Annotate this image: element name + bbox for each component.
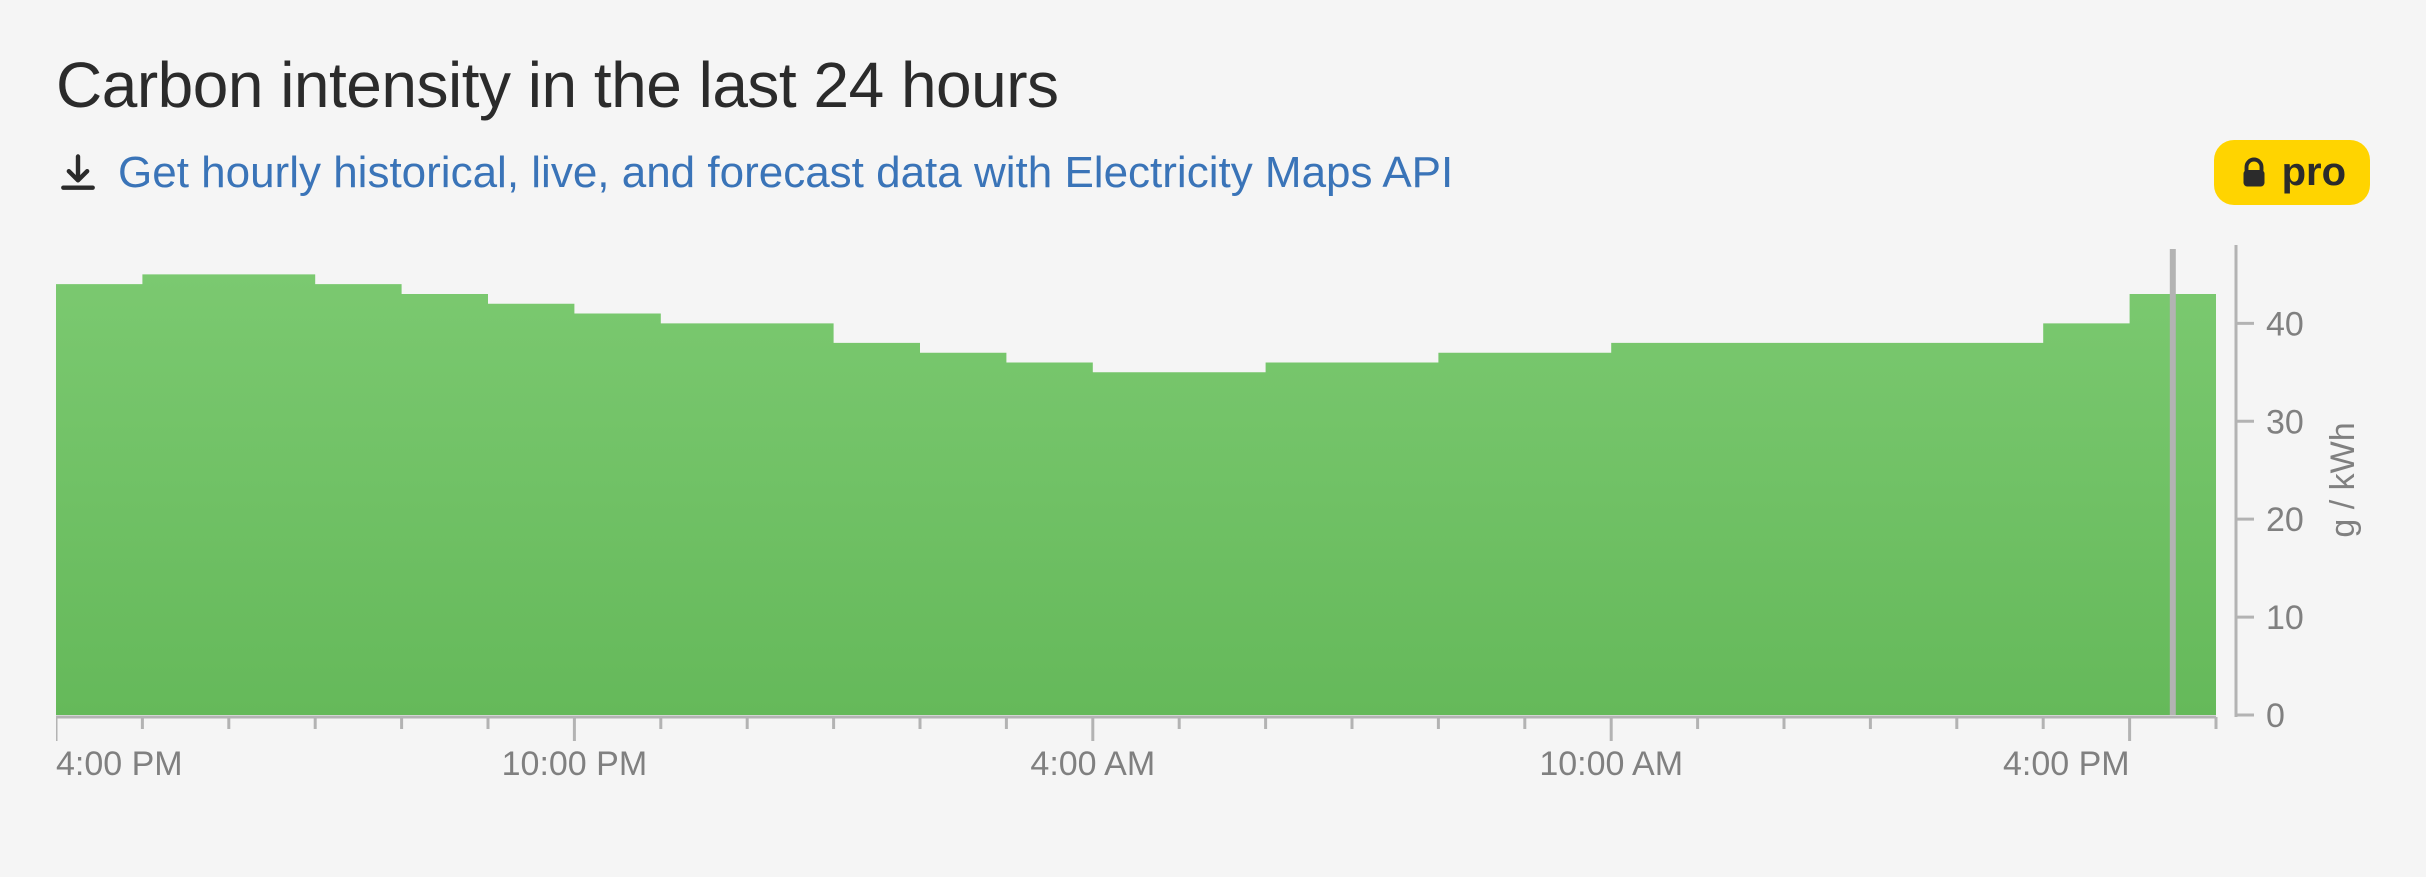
y-tick-label: 10 — [2266, 599, 2304, 637]
y-tick-label: 30 — [2266, 403, 2304, 441]
pro-badge[interactable]: pro — [2214, 140, 2370, 205]
x-tick-label: 4:00 AM — [1030, 745, 1155, 783]
pro-badge-label: pro — [2282, 150, 2346, 195]
download-icon — [56, 151, 100, 195]
y-tick-label: 40 — [2266, 305, 2304, 343]
x-tick-label: 10:00 AM — [1539, 745, 1683, 783]
api-link-row: Get hourly historical, live, and forecas… — [56, 140, 2370, 205]
chart-title: Carbon intensity in the last 24 hours — [56, 48, 2370, 122]
y-tick-label: 20 — [2266, 501, 2304, 539]
carbon-intensity-chart[interactable]: 4:00 PM 10:00 PM 4:00 AM 10:00 AM 4:00 PM 0 10… — [56, 245, 2370, 825]
lock-icon — [2236, 155, 2272, 191]
y-axis-label: g / kWh — [2324, 422, 2362, 537]
x-tick-label: 10:00 PM — [502, 745, 648, 783]
chart-area — [56, 274, 2216, 715]
api-link[interactable]: Get hourly historical, live, and forecas… — [118, 144, 2196, 201]
x-tick-label: 4:00 PM — [56, 745, 183, 783]
x-tick-label: 4:00 PM — [2003, 745, 2130, 783]
y-tick-label: 0 — [2266, 697, 2285, 735]
carbon-intensity-panel: Carbon intensity in the last 24 hours Ge… — [0, 0, 2426, 877]
